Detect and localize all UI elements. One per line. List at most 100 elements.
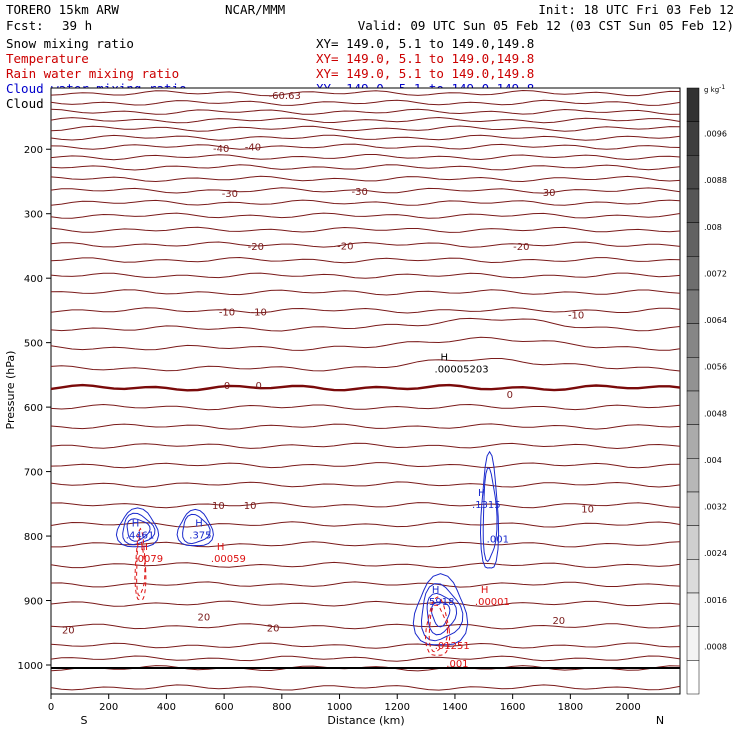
axes: 0 200 400 600 800 1000 1200 1400 1600 1800 2000200… xyxy=(18,145,641,713)
extremum-high-mark: H xyxy=(195,518,203,529)
y-tick-label: 300 xyxy=(24,210,43,221)
y-tick-label: 400 xyxy=(24,274,43,285)
isotherm-label: 10 xyxy=(244,501,257,512)
extremum-value: .5918 xyxy=(426,597,455,608)
colorbar: .0096 .0088 .008 .0072 .0064 .0056 .0048 .004 .0… xyxy=(686,87,727,695)
field-name: Rain water mixing ratio xyxy=(6,66,179,81)
x-tick-label: 0 xyxy=(48,702,54,713)
extremum-value: .1315 xyxy=(472,500,501,511)
colorbar-label: .0016 xyxy=(704,596,727,605)
isotherm-label: -30 xyxy=(222,189,238,200)
isotherm-label: 20 xyxy=(198,613,211,624)
colorbar-label: .0096 xyxy=(704,130,727,139)
colorbar-label: .0064 xyxy=(704,316,727,325)
colorbar-label: .0032 xyxy=(704,503,727,512)
cloud-water-contours xyxy=(115,450,500,646)
x-tick-label: 600 xyxy=(215,702,234,713)
temperature-isotherm xyxy=(50,442,681,450)
field-name: Temperature xyxy=(6,51,89,66)
forecast-hour: 39 h xyxy=(62,18,92,33)
temperature-isotherm xyxy=(50,623,681,630)
cloud-water-contour xyxy=(126,518,151,542)
extremum-value: .4461 xyxy=(126,530,155,541)
temperature-isotherm xyxy=(50,187,681,194)
temperature-isotherm xyxy=(50,212,681,219)
field-xy-range: XY= 149.0, 5.1 to 149.0,149.8 xyxy=(316,36,534,51)
temperature-isotherm xyxy=(50,317,681,332)
temperature-isotherm xyxy=(50,199,681,206)
extremum-high-mark: H xyxy=(217,542,225,553)
colorbar-label: .0024 xyxy=(704,549,727,558)
isotherm-label: 0 xyxy=(507,390,513,401)
temperature-isotherm xyxy=(50,383,681,392)
y-tick-label: 800 xyxy=(24,532,43,543)
colorbar-segment xyxy=(686,323,700,358)
x-tick-label: 200 xyxy=(99,702,118,713)
colorbar-label: .004 xyxy=(704,456,722,465)
temperature-isotherm xyxy=(50,502,681,509)
center-title: NCAR/MMM xyxy=(225,2,285,17)
colorbar-label: .0048 xyxy=(704,409,727,418)
isotherm-label: -40 xyxy=(213,144,229,155)
temperature-isotherm xyxy=(50,642,681,649)
cloud-water-contour xyxy=(122,512,156,546)
temperature-isotherm xyxy=(50,256,681,264)
x-tick-label: 800 xyxy=(272,702,291,713)
extremum-value: .00001 xyxy=(475,597,510,608)
temperature-isotherm xyxy=(50,561,681,569)
cloud-water-contour xyxy=(412,573,469,646)
temperature-isotherm xyxy=(50,307,681,314)
isotherm-label: 0 xyxy=(224,381,230,392)
rain-water-contours xyxy=(134,527,451,656)
temperature-isotherm xyxy=(50,108,681,115)
colorbar-segment xyxy=(686,424,700,459)
colorbar-segment xyxy=(686,592,700,627)
contour-value-label: .01251 xyxy=(435,641,470,652)
temperature-isotherm xyxy=(50,481,681,488)
colorbar-label: .0056 xyxy=(704,363,727,372)
extremum-value: .375 xyxy=(189,530,211,541)
cloud-water-contour xyxy=(420,583,464,642)
extremum-high-mark: H xyxy=(478,488,486,499)
temperature-isotherm xyxy=(50,89,681,97)
temperature-isotherm xyxy=(50,272,681,279)
temperature-isotherm xyxy=(50,226,681,233)
colorbar-segment xyxy=(686,188,700,223)
y-axis-label: Pressure (hPa) xyxy=(4,351,17,430)
colorbar-label: .008 xyxy=(704,223,722,232)
contour-labels: -60.63 -40 -40 -30 -30 -30 -20 -20 -20 -10 -10 -10 0… xyxy=(62,91,594,670)
field-xy-range: XY= 149.0, 5.1 to 149.0,149.8 xyxy=(316,51,534,66)
rain-water-contour xyxy=(136,537,146,597)
isotherm-label: 20 xyxy=(552,616,565,627)
temperature-isotherm xyxy=(50,125,681,132)
isotherm-label: 10 xyxy=(581,504,594,515)
cloud-water-contour xyxy=(182,513,211,545)
x-tick-label: 1200 xyxy=(385,702,410,713)
temperature-isotherm xyxy=(50,403,681,411)
plot-frame xyxy=(50,87,681,695)
temperature-isotherm xyxy=(50,600,681,607)
field-name: Snow mixing ratio xyxy=(6,36,134,51)
colorbar-segment xyxy=(686,491,700,526)
extremum-high-mark: H xyxy=(140,542,148,553)
x-tick-label: 1400 xyxy=(442,702,467,713)
isotherm-label: -20 xyxy=(513,242,529,253)
y-tick-label: 900 xyxy=(24,597,43,608)
x-tick-label: 400 xyxy=(157,702,176,713)
isotherm-label: 10 xyxy=(212,501,225,512)
extremum-high-mark: H xyxy=(432,585,440,596)
cloud-water-contour xyxy=(482,467,498,563)
temperature-contours xyxy=(50,89,681,691)
temperature-isotherm xyxy=(50,241,681,248)
colorbar-segment xyxy=(686,87,700,122)
temperature-isotherm xyxy=(51,541,681,548)
isotherm-label: -10 xyxy=(219,308,235,319)
cloud-water-contour xyxy=(479,450,500,569)
contour-value-label: .001 xyxy=(487,535,509,546)
y-tick-label: 500 xyxy=(24,339,43,350)
temperature-isotherm xyxy=(50,143,681,150)
colorbar-label: .0072 xyxy=(704,269,727,278)
isotherm-label: -20 xyxy=(337,241,353,252)
temperature-isotherm xyxy=(50,336,681,351)
